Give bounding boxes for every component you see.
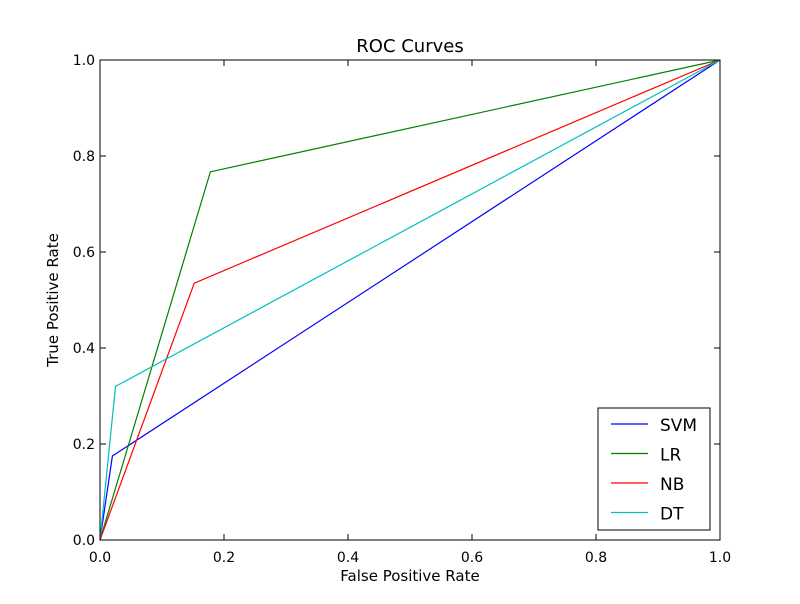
- x-tick-label-1: 0.2: [213, 550, 235, 566]
- series-line-lr: [99, 59, 721, 541]
- x-tick-label-2: 0.4: [337, 550, 359, 566]
- x-tick-label-5: 1.0: [709, 550, 731, 566]
- plot-layer: [99, 59, 721, 541]
- x-axis-label: False Positive Rate: [340, 567, 479, 585]
- x-tick-label-4: 0.8: [585, 550, 607, 566]
- x-tick-label-0: 0.0: [89, 550, 111, 566]
- y-tick-label-0: 0.0: [73, 533, 95, 549]
- y-tick-label-2: 0.4: [73, 341, 95, 357]
- legend-label-lr: LR: [660, 446, 681, 466]
- y-tick-label-1: 0.2: [73, 437, 95, 453]
- series-line-nb: [99, 59, 721, 541]
- y-tick-label-4: 0.8: [73, 149, 95, 165]
- legend-items: SVM LR NB DT: [611, 416, 697, 525]
- legend-label-dt: DT: [660, 505, 684, 525]
- legend-label-svm: SVM: [660, 416, 697, 436]
- chart-title: ROC Curves: [356, 36, 463, 57]
- y-axis-ticks: 0.0 0.2 0.4 0.6 0.8 1.0: [73, 53, 720, 549]
- legend-box: [597, 407, 711, 531]
- y-axis-label: True Positive Rate: [44, 233, 62, 368]
- x-tick-label-3: 0.6: [461, 550, 483, 566]
- plot-frame: [99, 59, 721, 541]
- y-tick-label-3: 0.6: [73, 245, 95, 261]
- y-tick-label-5: 1.0: [73, 53, 95, 69]
- series-line-svm: [99, 59, 721, 541]
- legend: SVM LR NB DT: [597, 407, 711, 531]
- series-line-dt: [99, 59, 721, 541]
- legend-label-nb: NB: [660, 475, 684, 495]
